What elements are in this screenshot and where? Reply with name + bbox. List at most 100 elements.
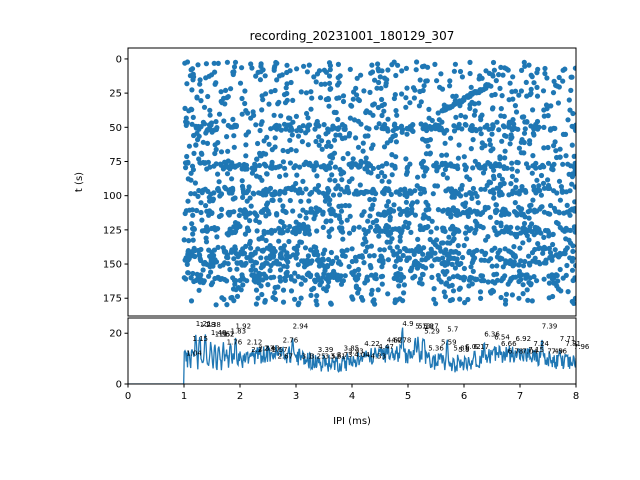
scatter-point <box>394 112 400 118</box>
scatter-point <box>243 132 249 138</box>
peak-label: 3.85 <box>344 345 360 353</box>
scatter-point <box>224 171 231 177</box>
scatter-point <box>253 73 259 79</box>
scatter-point <box>223 186 229 192</box>
scatter-point <box>320 224 326 230</box>
scatter-point <box>195 62 201 68</box>
scatter-point <box>565 289 571 295</box>
scatter-point <box>531 274 537 280</box>
scatter-point <box>198 200 204 206</box>
scatter-point <box>232 229 238 235</box>
scatter-point <box>239 262 245 268</box>
scatter-point <box>403 104 409 110</box>
scatter-point <box>428 229 434 235</box>
scatter-point <box>269 247 276 253</box>
scatter-point <box>299 225 305 231</box>
scatter-point <box>511 244 517 250</box>
scatter-point <box>292 270 298 276</box>
scatter-point <box>218 191 224 197</box>
scatter-point <box>372 77 378 83</box>
scatter-point <box>340 98 347 105</box>
scatter-point <box>419 160 425 166</box>
y-tick-label: 25 <box>109 89 122 100</box>
scatter-point <box>248 61 254 67</box>
scatter-point <box>520 282 526 288</box>
scatter-point <box>306 231 312 237</box>
scatter-point <box>328 218 334 224</box>
scatter-point <box>559 189 566 195</box>
scatter-point <box>551 280 557 286</box>
scatter-point <box>253 287 260 293</box>
scatter-point <box>363 248 369 254</box>
scatter-point <box>367 253 373 259</box>
scatter-point <box>336 80 342 86</box>
scatter-point <box>475 200 481 206</box>
scatter-point <box>541 209 548 215</box>
scatter-point <box>525 297 531 303</box>
scatter-point <box>194 207 200 214</box>
scatter-point <box>316 142 322 148</box>
scatter-point <box>463 200 469 206</box>
scatter-point <box>251 191 257 197</box>
scatter-point <box>365 218 371 224</box>
scatter-point <box>396 206 402 212</box>
scatter-point <box>489 131 495 137</box>
scatter-point <box>573 263 576 269</box>
scatter-point <box>192 253 198 260</box>
scatter-point <box>277 163 283 169</box>
scatter-point <box>528 202 534 208</box>
scatter-point <box>540 246 546 253</box>
scatter-point <box>525 209 531 215</box>
scatter-point <box>312 277 318 283</box>
scatter-point <box>314 187 320 193</box>
scatter-point <box>295 133 302 139</box>
peak-label: 1.28 <box>200 321 216 329</box>
scatter-point <box>365 133 371 139</box>
scatter-point <box>333 132 339 138</box>
scatter-point <box>429 263 435 269</box>
scatter-point <box>358 72 364 78</box>
scatter-point <box>229 247 235 253</box>
scatter-point <box>278 127 284 133</box>
scatter-point <box>515 211 521 217</box>
scatter-point <box>322 268 328 274</box>
scatter-point <box>252 259 258 265</box>
scatter-point <box>408 210 414 216</box>
scatter-point <box>217 263 223 269</box>
scatter-point <box>334 277 341 283</box>
scatter-point <box>462 300 468 306</box>
scatter-point <box>572 225 576 231</box>
scatter-point <box>316 134 322 140</box>
scatter-point <box>194 94 200 100</box>
scatter-point <box>325 139 331 145</box>
scatter-point <box>212 69 218 75</box>
scatter-point <box>286 238 292 245</box>
scatter-point <box>320 190 326 196</box>
scatter-point <box>392 263 398 269</box>
scatter-point <box>342 202 349 209</box>
scatter-point <box>461 274 467 280</box>
scatter-point <box>184 257 190 263</box>
scatter-point <box>284 264 290 270</box>
scatter-point <box>449 261 455 267</box>
scatter-point <box>325 163 332 169</box>
scatter-point <box>379 264 385 270</box>
scatter-point <box>198 98 204 104</box>
scatter-point <box>244 198 250 204</box>
scatter-point <box>288 185 294 192</box>
scatter-point <box>303 215 309 221</box>
scatter-point <box>391 202 397 208</box>
scatter-point <box>537 206 543 212</box>
scatter-point <box>493 202 499 208</box>
peak-label: 2.76 <box>283 337 299 345</box>
scatter-point <box>546 280 553 286</box>
y-tick-label: 0 <box>116 54 122 65</box>
scatter-point <box>510 74 516 80</box>
scatter-point <box>331 109 337 115</box>
scatter-point <box>184 153 190 160</box>
scatter-point <box>200 267 206 273</box>
scatter-point <box>189 163 196 169</box>
scatter-point <box>426 106 432 112</box>
scatter-point <box>221 248 227 254</box>
scatter-point <box>357 182 363 188</box>
